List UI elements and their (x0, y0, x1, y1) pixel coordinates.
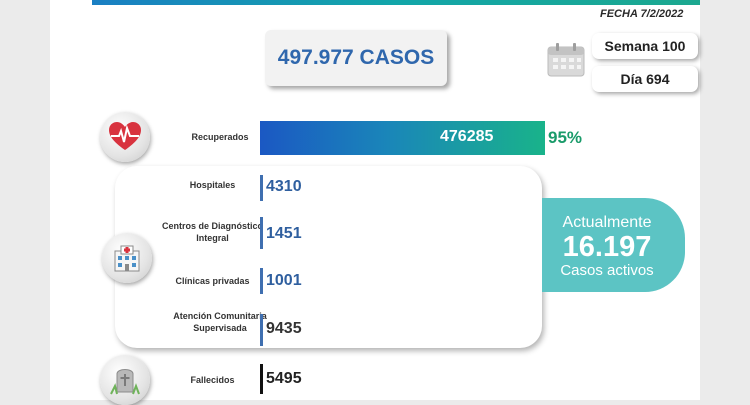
private-clinics-marker (260, 268, 263, 294)
community-care-label: Atención Comunitaria Supervisada (173, 311, 267, 333)
report-date: FECHA 7/2/2022 (600, 8, 684, 20)
active-cases-number: 16.197 (562, 231, 652, 263)
recovered-percent: 95% (548, 128, 583, 147)
private-clinics-label: Clínicas privadas (175, 276, 250, 286)
private-clinics-value: 1001 (266, 272, 302, 289)
cdi-value: 1451 (266, 225, 302, 242)
cdi-label: Centros de Diagnóstico Integral (161, 221, 263, 243)
hospitals-value: 4310 (266, 178, 302, 195)
active-cases-caption: Casos activos (560, 262, 654, 279)
day-pill: Día 694 (592, 66, 698, 92)
recovered-bar (260, 121, 545, 155)
deceased-label: Fallecidos (190, 375, 235, 385)
week-pill: Semana 100 (592, 33, 698, 59)
header-bar (92, 0, 700, 5)
active-breakdown-box (115, 166, 542, 348)
cdi-marker (260, 217, 263, 249)
hospitals-marker (260, 175, 263, 201)
deceased-value: 5495 (266, 370, 302, 387)
deceased-marker (260, 364, 263, 394)
total-cases-box: 497.977 CASOS (265, 30, 447, 86)
total-cases: 497.977 CASOS (277, 46, 435, 69)
active-cases-callout: Actualmente 16.197 Casos activos (542, 198, 685, 292)
community-care-value: 9435 (266, 320, 302, 337)
active-cases-intro: Actualmente (562, 214, 652, 231)
tombstone-icon (100, 355, 150, 405)
recovered-value: 476285 (440, 128, 494, 145)
logo-fragment (56, 0, 90, 4)
hospital-icon (102, 233, 152, 283)
community-care-marker (260, 314, 263, 346)
hospitals-label: Hospitales (189, 180, 236, 190)
calendar-icon (546, 42, 586, 78)
heart-monitor-icon (100, 112, 150, 162)
recovered-label: Recuperados (191, 132, 249, 142)
